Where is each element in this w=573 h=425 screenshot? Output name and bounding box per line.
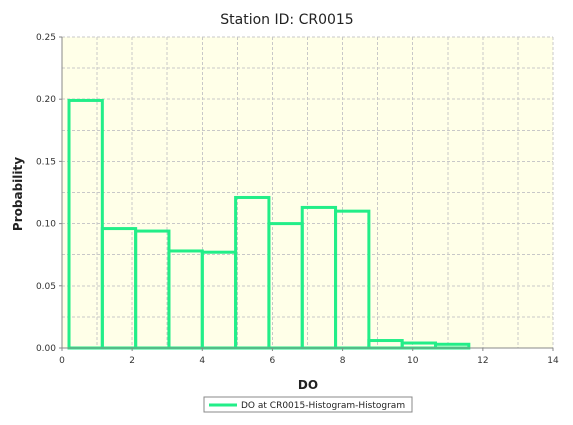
legend-box	[203, 396, 413, 413]
x-tick-label: 2	[129, 356, 135, 366]
x-tick-label: 0	[59, 356, 65, 366]
y-tick-label: 0.15	[36, 157, 56, 167]
y-tick-label: 0.20	[36, 95, 56, 105]
x-tick-label: 14	[547, 356, 559, 366]
legend-label: DO at CR0015-Histogram-Histogram	[241, 401, 405, 411]
y-axis-label: Probability	[11, 157, 25, 231]
x-axis-label: DO	[298, 378, 318, 392]
chart-title: Station ID: CR0015	[220, 12, 353, 28]
y-tick-label: 0.05	[36, 282, 56, 292]
axes	[59, 36, 554, 351]
x-tick-label: 6	[270, 356, 276, 366]
tick-labels: 0 2 4 6 8 10 12 14 0.00 0.05 0.10 0.15 0.20 0.25	[36, 33, 559, 366]
x-tick-label: 8	[340, 356, 346, 366]
y-tick-label: 0.10	[36, 220, 56, 230]
x-tick-label: 10	[407, 356, 419, 366]
x-tick-label: 4	[199, 356, 205, 366]
legend: DO at CR0015-Histogram-Histogram	[203, 396, 413, 413]
y-tick-label: 0.00	[36, 344, 56, 354]
y-tick-label: 0.25	[36, 33, 56, 43]
x-tick-label: 12	[477, 356, 488, 366]
